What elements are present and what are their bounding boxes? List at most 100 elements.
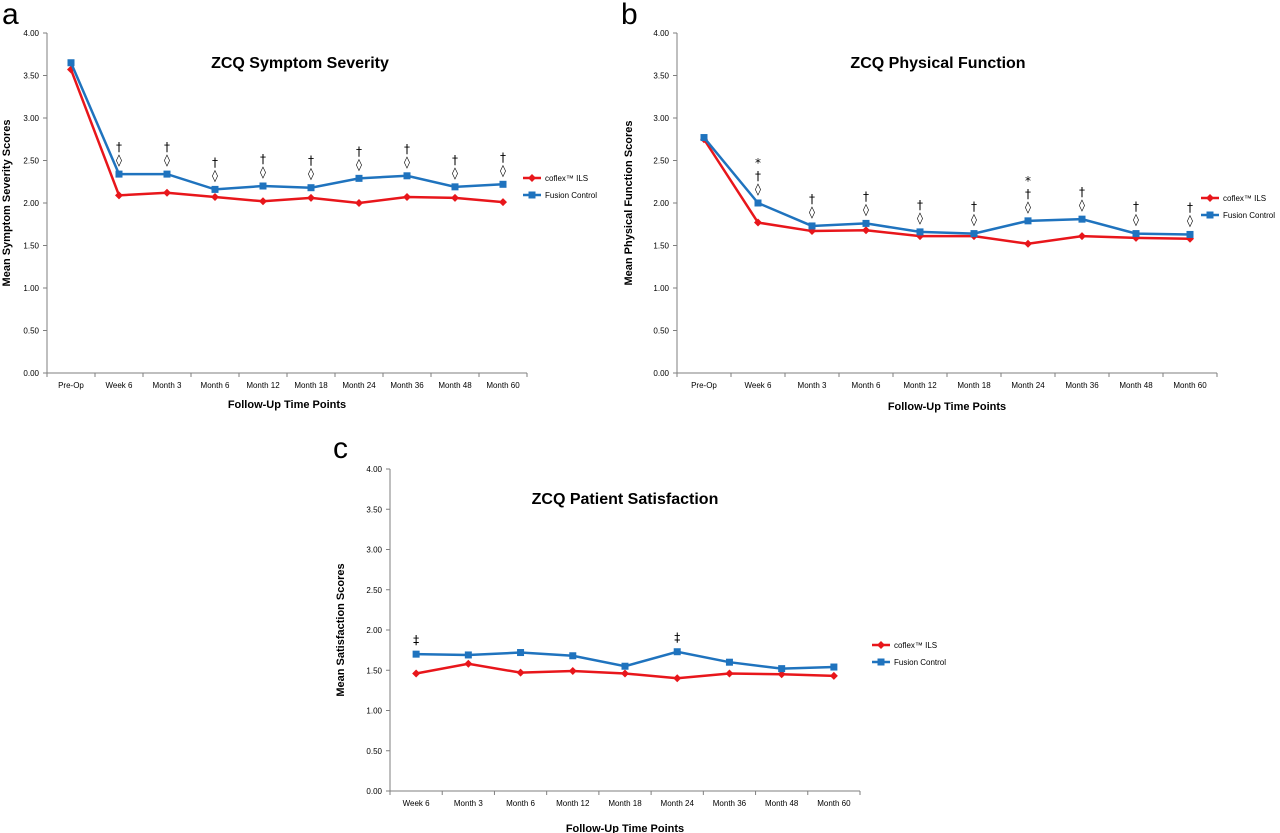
legend: coflex™ ILS Fusion Control [1201, 194, 1275, 220]
significance-mark: † [116, 140, 122, 154]
x-tick-label: Month 6 [201, 381, 230, 390]
significance-mark: ◊ [404, 155, 410, 169]
y-tick-label: 2.00 [366, 626, 382, 635]
x-tick-label: Month 12 [556, 799, 590, 808]
data-point [1024, 217, 1032, 225]
legend-marker [877, 641, 885, 649]
legend-marker [877, 658, 885, 666]
y-tick-label: 3.50 [23, 72, 39, 81]
data-point [464, 659, 473, 668]
data-point [1186, 230, 1194, 238]
legend: coflex™ ILS Fusion Control [872, 641, 946, 667]
data-point [725, 658, 733, 666]
y-tick-label: 2.50 [653, 157, 669, 166]
data-point [569, 652, 577, 660]
data-point [754, 218, 762, 227]
y-tick-label: 4.00 [23, 29, 39, 38]
significance-mark: ◊ [308, 167, 314, 181]
data-point [211, 193, 219, 202]
data-point [355, 199, 363, 207]
data-point [621, 669, 629, 678]
x-tick-label: Month 3 [153, 381, 182, 390]
y-tick-label: 0.50 [23, 327, 39, 336]
legend-marker [1206, 194, 1214, 202]
chart-title: ZCQ Patient Satisfaction [532, 491, 719, 508]
x-tick-label: Month 18 [957, 381, 991, 390]
significance-mark: ◊ [500, 163, 506, 177]
series-coflex [700, 135, 1194, 248]
chart-panel-a: a ZCQ Symptom Severity 0.00 0.50 1.00 1.50 2.0… [1, 0, 597, 411]
significance-mark: ‡ [674, 631, 680, 645]
x-tick-label: Month 3 [798, 381, 827, 390]
data-point [673, 674, 682, 683]
x-tick-label: Pre-Op [691, 381, 717, 390]
x-tick-label: Month 12 [903, 381, 937, 390]
data-point [808, 222, 816, 230]
significance-mark: ◊ [809, 205, 815, 219]
x-tick-label: Month 3 [454, 799, 483, 808]
x-axis-label: Follow-Up Time Points [888, 401, 1006, 413]
data-point [1024, 239, 1032, 248]
significance-mark: † [212, 155, 218, 169]
data-point [451, 193, 459, 202]
significance-mark: ◊ [212, 168, 218, 182]
y-tick-label: 2.00 [23, 199, 39, 208]
y-tick-label: 3.50 [366, 505, 382, 514]
significance-mark: * [1025, 174, 1031, 188]
series-coflex [412, 659, 838, 683]
legend-marker [528, 191, 536, 199]
significance-mark: † [500, 150, 506, 164]
data-point [970, 230, 978, 238]
data-point [862, 219, 870, 227]
significance-mark: * [755, 156, 761, 170]
series-fusion [412, 648, 838, 673]
y-tick-label: 0.00 [23, 369, 39, 378]
y-tick-label: 1.00 [366, 707, 382, 716]
significance-mark: † [917, 198, 923, 212]
y-axis-label: Mean Satisfaction Scores [335, 563, 347, 696]
y-tick-label: 2.50 [366, 586, 382, 595]
x-axis-label: Follow-Up Time Points [566, 823, 684, 833]
x-tick-label: Week 6 [745, 381, 773, 390]
significance-mark: † [1025, 187, 1031, 201]
significance-mark: † [809, 192, 815, 206]
panel-letter: a [2, 0, 19, 31]
data-point [259, 182, 267, 190]
x-tick-label: Month 12 [246, 381, 280, 390]
data-point [499, 198, 507, 207]
legend-marker [528, 174, 536, 182]
data-point [621, 662, 629, 670]
data-point [1078, 232, 1086, 241]
data-point [115, 191, 123, 200]
significance-mark: ◊ [260, 165, 266, 179]
significance-mark: † [404, 142, 410, 156]
significance-mark: † [452, 153, 458, 167]
significance-mark: ◊ [917, 211, 923, 225]
data-point [412, 669, 421, 678]
data-point [829, 671, 838, 680]
legend-marker [1206, 211, 1214, 219]
significance-mark: † [755, 169, 761, 183]
significance-mark: † [863, 189, 869, 203]
significance-mark: ◊ [863, 202, 869, 216]
data-point [211, 185, 219, 193]
x-tick-label: Month 18 [608, 799, 642, 808]
significance-mark: † [1187, 200, 1193, 214]
legend-label: coflex™ ILS [1223, 194, 1266, 203]
y-tick-label: 4.00 [653, 29, 669, 38]
data-point [451, 183, 459, 191]
x-tick-label: Month 18 [294, 381, 328, 390]
series-coflex [67, 65, 507, 207]
x-tick-label: Week 6 [106, 381, 134, 390]
series-line [69, 69, 504, 205]
panel-letter: c [333, 432, 348, 465]
data-point [403, 172, 411, 180]
data-point [163, 170, 171, 178]
x-tick-label: Month 60 [1173, 381, 1207, 390]
significance-mark: † [260, 152, 266, 166]
y-tick-label: 1.50 [366, 666, 382, 675]
significance-mark: ◊ [116, 153, 122, 167]
data-point [916, 228, 924, 236]
x-tick-label: Month 24 [342, 381, 376, 390]
